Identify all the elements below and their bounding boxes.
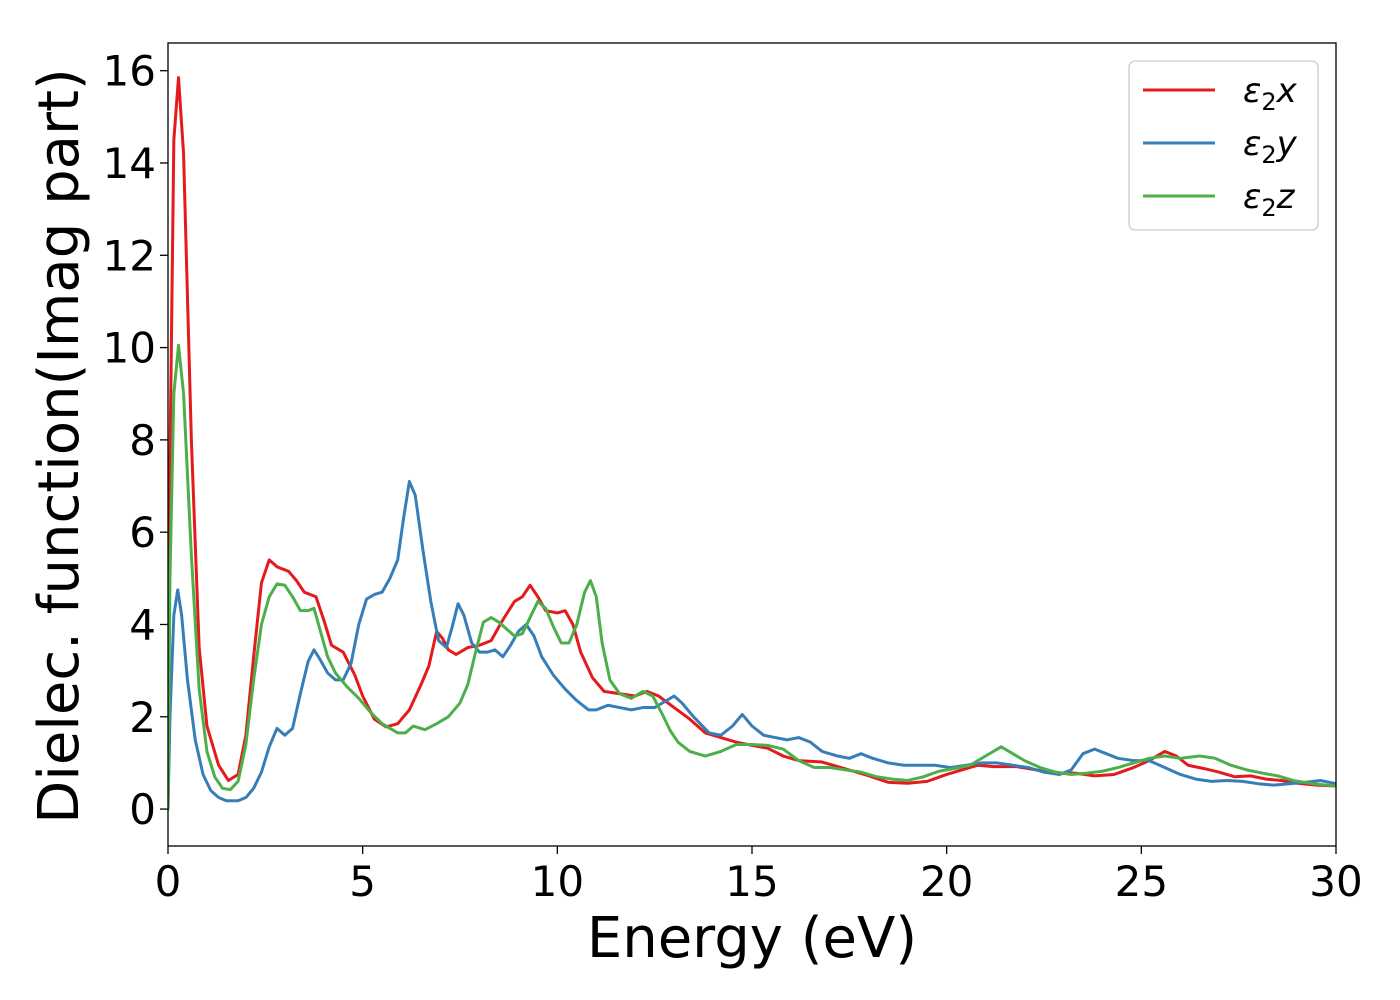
x-tick-label: 25: [1115, 857, 1168, 906]
x-tick-label: 20: [920, 857, 973, 906]
y-tick-label: 6: [129, 508, 156, 557]
legend: ε2x ε2y ε2z: [1128, 60, 1319, 231]
x-tick-label: 10: [531, 857, 584, 906]
x-tick-label: 5: [349, 857, 376, 906]
x-tick-label: 15: [725, 857, 778, 906]
y-tick-label: 2: [129, 693, 156, 742]
y-tick-label: 16: [103, 47, 156, 96]
x-axis-ticks: 0 5 10 15 20 25 30: [155, 846, 1363, 906]
x-tick-label: 30: [1309, 857, 1362, 906]
y-axis-ticks: 0 2 4 6 8 10 12 14 16: [103, 47, 168, 834]
y-tick-label: 8: [129, 416, 156, 465]
legend-label-y: ε2y: [1243, 124, 1298, 169]
legend-label-x: ε2x: [1243, 71, 1298, 116]
y-axis-label: Dielec. function(Imag part): [27, 68, 92, 824]
x-axis-label: Energy (eV): [587, 906, 917, 971]
y-tick-label: 10: [103, 324, 156, 373]
x-tick-label: 0: [155, 857, 182, 906]
legend-label-z: ε2z: [1243, 177, 1296, 222]
y-tick-label: 0: [129, 785, 156, 834]
series-group: [168, 76, 1336, 811]
series-line-z: [168, 343, 1336, 811]
y-tick-label: 4: [129, 600, 156, 649]
y-tick-label: 14: [103, 139, 156, 188]
series-line-y: [168, 479, 1336, 811]
legend-frame: [1128, 60, 1319, 231]
y-tick-label: 12: [103, 231, 156, 280]
